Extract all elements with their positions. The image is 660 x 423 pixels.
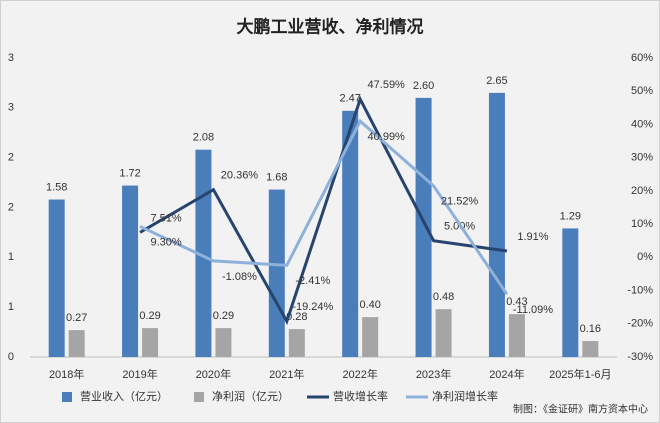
y2-tick-label: 30% <box>631 152 653 164</box>
bar-value-label: 0.29 <box>213 310 234 322</box>
bar <box>582 341 599 357</box>
y2-tick-label: 10% <box>631 218 653 230</box>
y-tick-label: 2 <box>8 152 14 164</box>
bar <box>488 92 505 357</box>
y2-tick-label: -30% <box>627 351 653 363</box>
y2-tick-label: 50% <box>631 85 653 97</box>
y-tick-label: 0 <box>8 351 14 363</box>
bar <box>342 110 359 357</box>
line-value-label: 20.36% <box>221 170 259 182</box>
line-value-label: -1.08% <box>222 271 257 283</box>
bar-value-label: 1.29 <box>560 210 581 222</box>
bar-value-label: 1.58 <box>46 181 67 193</box>
y2-tick-label: 60% <box>631 52 653 64</box>
bar <box>508 314 525 357</box>
bar-value-label: 0.16 <box>580 323 601 335</box>
legend-label: 净利润（亿元） <box>212 389 289 403</box>
legend-swatch <box>194 392 204 402</box>
bar-value-label: 2.65 <box>486 75 507 87</box>
bar-value-label: 0.27 <box>66 312 87 324</box>
bar-value-label: 0.40 <box>359 299 380 311</box>
chart-title: 大鹏工业营收、净利情况 <box>237 16 424 36</box>
y2-tick-label: 0% <box>637 251 653 263</box>
bar-value-label: 0.43 <box>506 296 527 308</box>
bar <box>415 97 432 357</box>
bar <box>122 185 139 357</box>
bar <box>142 328 159 357</box>
x-tick-label: 2022年 <box>342 367 377 381</box>
bar-value-label: 2.60 <box>413 80 434 92</box>
line <box>139 118 509 296</box>
line-value-label: 1.91% <box>517 231 548 243</box>
bar-value-label: 2.47 <box>339 93 360 105</box>
bar-value-label: 2.08 <box>193 132 214 144</box>
x-tick-label: 2025年1-6月 <box>549 367 611 381</box>
x-tick-label: 2023年 <box>416 367 451 381</box>
x-tick-label: 2020年 <box>196 367 231 381</box>
y-tick-label: 3 <box>8 52 14 64</box>
y2-tick-label: -10% <box>627 284 653 296</box>
legend-label: 营收增长率 <box>333 389 388 403</box>
bar <box>48 199 65 357</box>
y-tick-label: 1 <box>8 251 14 263</box>
bar-value-label: 1.72 <box>119 167 140 179</box>
line-value-label: 40.99% <box>368 131 406 143</box>
x-tick-label: 2018年 <box>49 367 84 381</box>
line-value-label: 47.59% <box>368 79 406 91</box>
bar-value-label: 0.48 <box>433 291 454 303</box>
y-tick-label: 3 <box>8 102 14 114</box>
y2-tick-label: 20% <box>631 185 653 197</box>
x-tick-label: 2021年 <box>269 367 304 381</box>
bar-value-label: 1.68 <box>266 171 287 183</box>
bar-value-label: 0.28 <box>286 311 307 323</box>
bar <box>562 228 579 357</box>
bar <box>68 330 85 357</box>
line-value-label: -19.24% <box>292 301 333 313</box>
line-value-label: -11.09% <box>513 304 553 316</box>
line-value-label: 9.30% <box>150 236 181 248</box>
line <box>139 95 508 325</box>
source: 制图：《金证研》南方资本中心 <box>513 403 648 416</box>
bar <box>362 317 379 357</box>
legend-label: 净利润增长率 <box>432 389 498 403</box>
bar <box>435 309 452 357</box>
y-tick-label: 2 <box>8 201 14 213</box>
bar-value-label: 0.29 <box>139 310 160 322</box>
bar <box>195 149 212 357</box>
line-value-label: 21.52% <box>441 196 479 208</box>
bar <box>288 329 305 357</box>
y2-tick-label: -20% <box>627 318 653 330</box>
legend-swatch <box>62 392 72 402</box>
y2-tick-label: 40% <box>631 118 653 130</box>
x-tick-label: 2019年 <box>122 367 157 381</box>
legend-label: 营业收入（亿元） <box>80 389 168 403</box>
line-value-label: -2.41% <box>295 275 330 287</box>
y-tick-label: 1 <box>8 301 14 313</box>
bar <box>215 328 232 357</box>
line-value-label: 7.51% <box>150 212 181 224</box>
bar <box>268 189 285 357</box>
x-tick-label: 2024年 <box>489 367 524 381</box>
